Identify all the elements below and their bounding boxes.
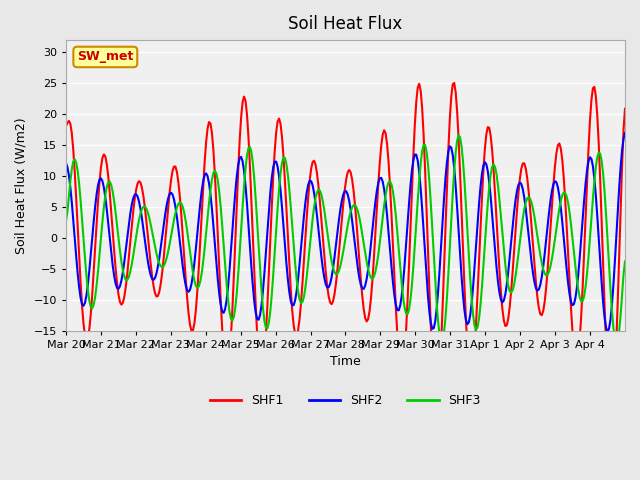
SHF1 (545, 246, 553, 252)
SHF2 (62, 160, 70, 166)
SHF2 (604, 328, 611, 334)
SHF3 (612, 340, 620, 346)
SHF3 (620, 272, 627, 277)
SHF2 (621, 130, 629, 136)
SHF1 (620, 127, 627, 132)
SHF3 (81, 255, 89, 261)
SHF1 (621, 106, 629, 112)
SHF1 (62, 123, 70, 129)
SHF1 (462, 316, 470, 322)
SHF3 (99, 218, 106, 224)
SHF2 (99, 178, 106, 184)
Line: SHF1: SHF1 (66, 83, 625, 411)
SHF3 (462, 202, 470, 207)
SHF2 (544, 223, 552, 228)
Line: SHF2: SHF2 (66, 133, 625, 331)
SHF3 (621, 259, 629, 264)
SHF1 (608, 408, 616, 414)
Line: SHF3: SHF3 (66, 135, 625, 343)
SHF3 (349, 202, 357, 208)
SHF2 (81, 300, 89, 306)
Legend: SHF1, SHF2, SHF3: SHF1, SHF2, SHF3 (205, 389, 486, 412)
SHF1 (81, 333, 89, 338)
Title: Soil Heat Flux: Soil Heat Flux (289, 15, 403, 33)
X-axis label: Time: Time (330, 355, 361, 369)
Text: SW_met: SW_met (77, 50, 134, 63)
SHF2 (461, 307, 468, 313)
SHF2 (349, 229, 357, 235)
SHF1 (349, 187, 357, 193)
SHF2 (618, 147, 626, 153)
SHF3 (455, 132, 463, 138)
SHF1 (99, 155, 106, 161)
SHF3 (62, 218, 70, 224)
SHF1 (451, 80, 458, 86)
Y-axis label: Soil Heat Flux (W/m2): Soil Heat Flux (W/m2) (15, 117, 28, 254)
SHF3 (545, 268, 553, 274)
